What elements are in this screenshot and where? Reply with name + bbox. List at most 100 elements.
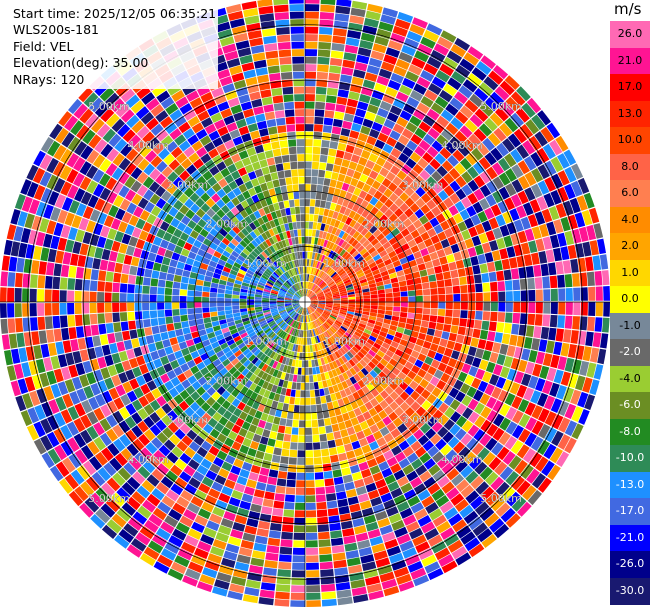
velocity-cell bbox=[49, 123, 63, 140]
velocity-cell bbox=[512, 410, 524, 424]
velocity-cell bbox=[330, 218, 337, 227]
velocity-cell bbox=[278, 201, 285, 210]
velocity-cell bbox=[200, 91, 214, 103]
velocity-cell bbox=[360, 395, 370, 404]
velocity-cell bbox=[360, 199, 369, 209]
velocity-cell bbox=[200, 243, 209, 252]
velocity-cell bbox=[167, 353, 177, 363]
velocity-cell bbox=[338, 230, 345, 239]
velocity-cell bbox=[354, 266, 362, 273]
velocity-cell bbox=[324, 417, 332, 426]
velocity-cell bbox=[480, 55, 496, 70]
velocity-cell bbox=[305, 367, 309, 375]
velocity-cell bbox=[366, 458, 378, 468]
velocity-cell bbox=[496, 354, 506, 366]
velocity-cell bbox=[265, 357, 272, 366]
velocity-cell bbox=[368, 315, 377, 321]
velocity-cell bbox=[29, 288, 37, 302]
velocity-cell bbox=[426, 267, 435, 276]
velocity-cell bbox=[166, 273, 175, 282]
velocity-cell bbox=[245, 371, 253, 380]
velocity-cell bbox=[302, 251, 305, 259]
velocity-cell bbox=[15, 395, 27, 412]
velocity-cell bbox=[593, 364, 604, 380]
velocity-cell bbox=[325, 299, 333, 301]
velocity-cell bbox=[270, 309, 278, 313]
velocity-cell bbox=[262, 190, 271, 199]
velocity-cell bbox=[466, 437, 479, 451]
velocity-cell bbox=[258, 208, 266, 217]
velocity-cell bbox=[224, 454, 236, 465]
velocity-cell bbox=[490, 476, 505, 491]
velocity-cell bbox=[273, 261, 280, 269]
velocity-cell bbox=[281, 313, 288, 319]
velocity-cell bbox=[225, 246, 234, 254]
velocity-cell bbox=[355, 532, 369, 542]
velocity-cell bbox=[264, 422, 273, 431]
velocity-cell bbox=[399, 312, 408, 318]
velocity-cell bbox=[104, 238, 114, 250]
velocity-cell bbox=[384, 198, 394, 208]
velocity-cell bbox=[29, 390, 41, 407]
velocity-cell bbox=[248, 343, 256, 351]
velocity-cell bbox=[331, 324, 339, 331]
velocity-cell bbox=[379, 426, 390, 437]
velocity-cell bbox=[254, 201, 263, 210]
velocity-cell bbox=[350, 275, 358, 282]
velocity-cell bbox=[265, 50, 279, 59]
velocity-cell bbox=[119, 302, 127, 312]
velocity-cell bbox=[115, 384, 126, 397]
velocity-cell bbox=[310, 259, 314, 267]
velocity-cell bbox=[247, 290, 256, 294]
velocity-cell bbox=[549, 234, 560, 249]
velocity-cell bbox=[436, 316, 445, 324]
velocity-cell bbox=[504, 153, 517, 168]
velocity-cell bbox=[159, 239, 170, 249]
velocity-cell bbox=[438, 294, 446, 302]
colorbar-tick-label: -6.0 bbox=[619, 398, 641, 412]
velocity-cell bbox=[101, 249, 111, 261]
velocity-cell bbox=[362, 356, 371, 364]
velocity-cell bbox=[442, 271, 451, 280]
velocity-cell bbox=[227, 163, 237, 174]
velocity-cell bbox=[474, 223, 485, 235]
velocity-cell bbox=[256, 313, 264, 318]
velocity-cell bbox=[41, 452, 55, 469]
velocity-cell bbox=[372, 503, 385, 514]
velocity-cell bbox=[347, 496, 359, 506]
velocity-cell bbox=[275, 337, 282, 345]
velocity-cell bbox=[223, 511, 236, 522]
velocity-cell bbox=[93, 369, 104, 382]
velocity-cell bbox=[13, 226, 24, 242]
velocity-cell bbox=[316, 335, 321, 343]
velocity-cell bbox=[305, 420, 312, 428]
velocity-cell bbox=[387, 329, 396, 336]
velocity-cell bbox=[203, 357, 212, 367]
velocity-cell bbox=[439, 256, 448, 265]
velocity-cell bbox=[222, 43, 237, 54]
velocity-cell bbox=[293, 79, 305, 87]
velocity-cell bbox=[524, 432, 537, 447]
velocity-cell bbox=[397, 476, 409, 487]
velocity-cell bbox=[166, 451, 179, 464]
velocity-cell bbox=[450, 44, 467, 58]
velocity-cell bbox=[215, 232, 225, 242]
velocity-cell bbox=[384, 395, 394, 405]
velocity-cell bbox=[540, 263, 549, 277]
velocity-cell bbox=[356, 414, 366, 424]
velocity-cell bbox=[463, 451, 477, 465]
velocity-cell bbox=[250, 250, 259, 258]
velocity-cell bbox=[401, 128, 414, 140]
velocity-cell bbox=[312, 161, 320, 170]
velocity-cell bbox=[405, 71, 419, 83]
velocity-cell bbox=[492, 342, 501, 354]
velocity-cell bbox=[348, 385, 357, 394]
velocity-cell bbox=[315, 310, 321, 316]
velocity-cell bbox=[392, 311, 400, 317]
velocity-cell bbox=[557, 315, 565, 329]
velocity-cell bbox=[505, 96, 520, 112]
velocity-cell bbox=[165, 103, 179, 116]
velocity-cell bbox=[237, 364, 246, 373]
velocity-cell bbox=[461, 196, 472, 209]
velocity-cell bbox=[188, 319, 197, 327]
